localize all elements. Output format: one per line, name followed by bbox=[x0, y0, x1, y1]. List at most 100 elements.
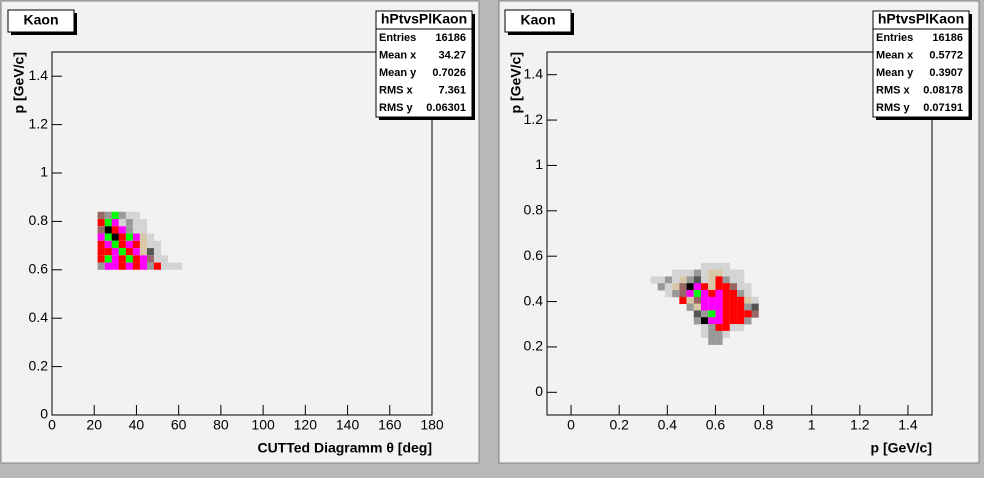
x-tick-label: 1.2 bbox=[850, 417, 870, 433]
cell bbox=[693, 269, 701, 277]
y-tick-label: 1 bbox=[535, 156, 543, 172]
cell bbox=[125, 262, 134, 270]
cell bbox=[686, 276, 694, 284]
cell bbox=[111, 240, 119, 248]
cell bbox=[701, 310, 709, 318]
cell bbox=[125, 248, 134, 256]
y-tick-label: 1.2 bbox=[524, 111, 544, 127]
cell bbox=[657, 276, 665, 284]
cell bbox=[722, 296, 730, 305]
cell bbox=[708, 283, 716, 291]
y-tick-label: 1.4 bbox=[29, 67, 49, 83]
cell bbox=[693, 283, 701, 291]
cell bbox=[104, 211, 112, 219]
x-tick-label: 1 bbox=[808, 417, 816, 433]
cell bbox=[118, 255, 126, 263]
y-tick-label: 0 bbox=[535, 383, 543, 399]
cell bbox=[737, 283, 745, 291]
cell bbox=[146, 240, 155, 248]
cell bbox=[686, 283, 694, 291]
y-tick-label: 0.4 bbox=[524, 292, 544, 308]
title-box bbox=[7, 9, 75, 33]
plot-frame bbox=[51, 51, 433, 416]
x-tick-label: 100 bbox=[251, 417, 275, 433]
cell bbox=[715, 310, 723, 318]
cell bbox=[125, 219, 134, 227]
cell bbox=[679, 269, 687, 277]
cell bbox=[744, 317, 752, 325]
y-tick-label: 0.6 bbox=[524, 247, 544, 263]
cell bbox=[693, 296, 701, 305]
cell bbox=[715, 283, 723, 291]
cell bbox=[693, 310, 701, 318]
cell bbox=[686, 303, 694, 311]
cell bbox=[132, 248, 141, 256]
cell bbox=[729, 296, 738, 305]
cell bbox=[715, 303, 723, 311]
cell bbox=[111, 219, 119, 227]
cell bbox=[125, 240, 134, 248]
cell bbox=[153, 255, 162, 263]
stats-label: Entries bbox=[379, 32, 416, 44]
x-tick-label: 1.4 bbox=[898, 417, 918, 433]
cell bbox=[701, 296, 709, 305]
cell bbox=[125, 255, 134, 263]
cell bbox=[104, 233, 112, 241]
stats-label: Mean y bbox=[876, 67, 914, 79]
cell bbox=[737, 290, 745, 298]
cell bbox=[744, 310, 752, 318]
cell bbox=[657, 283, 665, 291]
cell bbox=[751, 296, 759, 305]
stats-value: 16186 bbox=[932, 32, 963, 44]
cell bbox=[153, 240, 162, 248]
cell bbox=[97, 262, 105, 270]
stats-value: 0.07191 bbox=[923, 102, 963, 114]
cell bbox=[125, 226, 134, 234]
stats-name: hPtvsPlKaon bbox=[878, 11, 964, 27]
cell bbox=[118, 262, 126, 270]
cell bbox=[97, 233, 105, 241]
cell bbox=[97, 211, 105, 219]
cell bbox=[132, 219, 141, 227]
cell bbox=[701, 330, 709, 339]
y-tick-label: 0.2 bbox=[524, 338, 544, 354]
cell bbox=[693, 303, 701, 311]
cell bbox=[139, 248, 148, 256]
stats-value: 7.361 bbox=[438, 84, 466, 96]
cell bbox=[751, 303, 759, 311]
cell bbox=[111, 233, 119, 241]
stats-label: Mean y bbox=[379, 67, 417, 79]
y-tick-label: 0.4 bbox=[29, 309, 49, 325]
x-axis-title: CUTTed Diagramm θ [deg] bbox=[257, 440, 432, 456]
cell bbox=[729, 276, 738, 284]
cell bbox=[125, 233, 134, 241]
cell bbox=[104, 219, 112, 227]
cell bbox=[118, 248, 126, 256]
cell bbox=[132, 233, 141, 241]
cell bbox=[104, 262, 112, 270]
stats-value: 34.27 bbox=[438, 49, 466, 61]
cell bbox=[97, 240, 105, 248]
cell bbox=[132, 262, 141, 270]
cell bbox=[118, 211, 126, 219]
cell bbox=[111, 262, 119, 270]
cell bbox=[744, 283, 752, 291]
y-tick-label: 0 bbox=[40, 406, 48, 422]
y-tick-label: 1.4 bbox=[524, 65, 544, 81]
cell bbox=[160, 262, 169, 270]
cell bbox=[97, 255, 105, 263]
cell bbox=[118, 233, 126, 241]
stats-label: Mean x bbox=[379, 49, 417, 61]
x-tick-label: 160 bbox=[378, 417, 402, 433]
cell bbox=[701, 324, 709, 332]
cell bbox=[715, 276, 723, 284]
cell bbox=[132, 255, 141, 263]
cell bbox=[715, 337, 723, 345]
y-tick-label: 0.2 bbox=[29, 357, 49, 373]
cell bbox=[729, 317, 738, 325]
stats-label: Entries bbox=[876, 32, 913, 44]
cell bbox=[737, 269, 745, 277]
cell bbox=[737, 303, 745, 311]
stats-value: 0.7026 bbox=[432, 67, 466, 79]
